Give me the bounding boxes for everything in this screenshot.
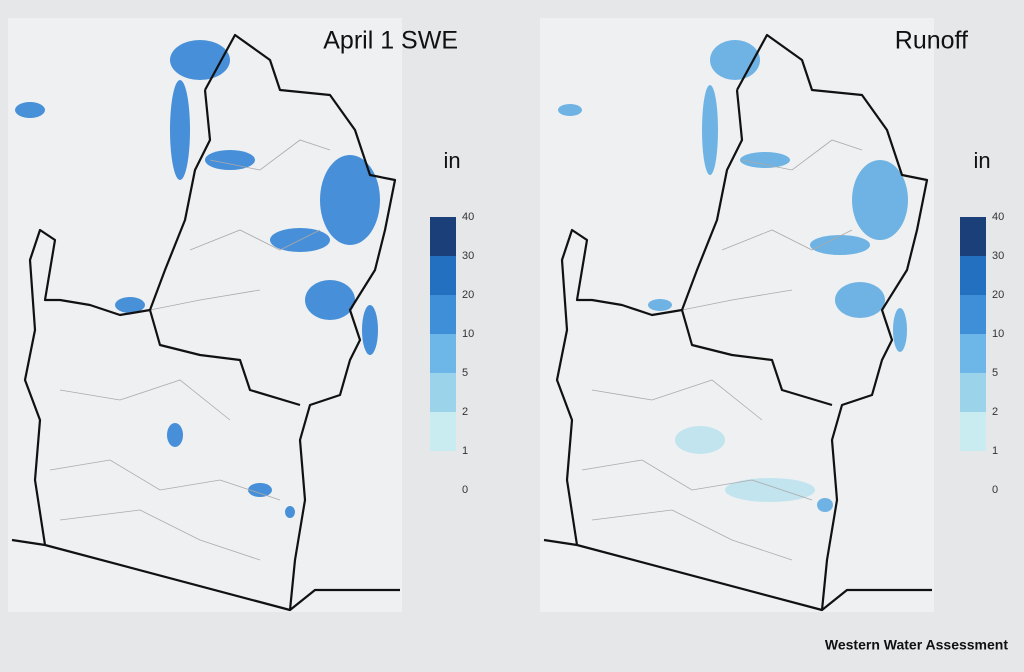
legend-tick-label: 40 (462, 211, 474, 223)
legend-tick-label: 20 (462, 289, 474, 301)
legend-tick-label: 2 (462, 406, 468, 418)
legend-tick-label: 40 (992, 211, 1004, 223)
legend-swatch (430, 373, 456, 412)
legend-tick-label: 2 (992, 406, 998, 418)
legend-tick-label: 30 (992, 250, 1004, 262)
legend-swatch (960, 373, 986, 412)
legend-tick-label: 5 (462, 367, 468, 379)
legend-swatch (430, 334, 456, 373)
legend-swatch (960, 295, 986, 334)
legend-tick-label: 10 (992, 328, 1004, 340)
legend-swatch (430, 217, 456, 256)
legend-tick-label: 30 (462, 250, 474, 262)
legend-tick-label: 0 (462, 484, 468, 496)
legend-tick-label: 1 (462, 445, 468, 457)
legend-swatch (430, 256, 456, 295)
legend-tick-label: 0 (992, 484, 998, 496)
legend-swatch (960, 334, 986, 373)
legend-swatch (960, 217, 986, 256)
legend-swatch (960, 256, 986, 295)
panel-title: Runoff (895, 27, 968, 55)
legend-tick-label: 1 (992, 445, 998, 457)
credit: Western Water Assessment (825, 637, 1008, 653)
map-frame (540, 18, 934, 612)
legend-tick-label: 5 (992, 367, 998, 379)
legend-tick-label: 10 (462, 328, 474, 340)
panel-title: April 1 SWE (323, 27, 458, 55)
legend-tick-label: 20 (992, 289, 1004, 301)
legend-unit: in (443, 148, 460, 173)
legend-swatch (430, 295, 456, 334)
legend-swatch (430, 412, 456, 451)
legend-unit: in (973, 148, 990, 173)
legend-swatch (960, 412, 986, 451)
